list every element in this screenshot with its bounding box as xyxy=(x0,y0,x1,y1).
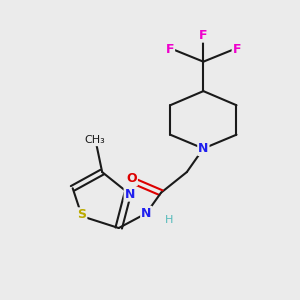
Text: N: N xyxy=(141,207,152,220)
Text: CH₃: CH₃ xyxy=(84,135,105,145)
Text: F: F xyxy=(166,43,174,56)
Text: H: H xyxy=(165,215,173,225)
Text: S: S xyxy=(77,208,86,221)
Text: N: N xyxy=(124,188,135,201)
Text: N: N xyxy=(198,142,208,155)
Text: O: O xyxy=(126,172,137,185)
Text: F: F xyxy=(232,43,241,56)
Text: F: F xyxy=(199,29,208,42)
